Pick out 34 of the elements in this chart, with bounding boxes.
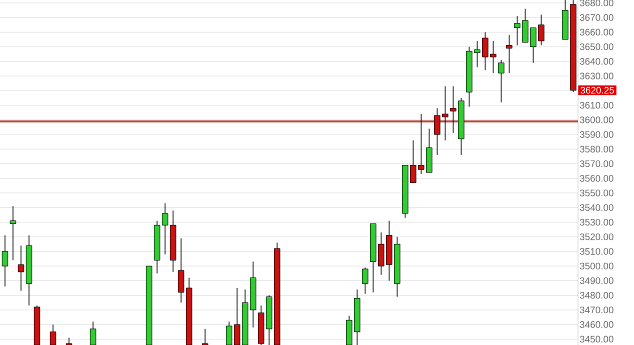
y-tick-label: 3530.00	[580, 218, 614, 226]
y-tick-label: 3490.00	[580, 277, 614, 284]
y-tick-label: 3570.00	[580, 160, 614, 168]
y-tick-label: 3470.00	[580, 306, 614, 314]
candlestick	[50, 324, 56, 345]
candlestick	[506, 34, 512, 74]
candlestick	[90, 321, 96, 345]
y-tick-label: 3550.00	[580, 190, 614, 196]
y-tick-label: 3450.00	[580, 336, 614, 343]
y-tick-label: 3630.00	[580, 72, 614, 80]
candlestick	[18, 245, 24, 292]
y-tick-label: 3520.00	[580, 233, 614, 240]
candlestick	[202, 328, 208, 345]
y-tick-label: 3580.00	[580, 146, 614, 152]
candlestick	[66, 337, 72, 345]
y-tick-label: 3650.00	[580, 43, 614, 50]
candlestick	[362, 267, 368, 294]
y-tick-label: 3590.00	[580, 131, 614, 138]
y-tick-label: 3480.00	[580, 292, 614, 299]
y-tick-label: 3680.00	[580, 0, 614, 6]
y-tick-label: 3540.00	[580, 204, 614, 211]
y-tick-label: 3670.00	[580, 14, 614, 21]
y-tick-label: 3600.00	[580, 116, 614, 124]
text: 3620.25	[580, 86, 614, 94]
y-tick-label: 3500.00	[580, 262, 614, 270]
y-tick-label: 3460.00	[580, 321, 614, 328]
y-tick-label: 3640.00	[580, 58, 614, 65]
y-tick-label: 3610.00	[580, 102, 614, 109]
candlestick	[498, 60, 504, 103]
candlestick	[2, 234, 8, 287]
y-tick-label: 3660.00	[580, 28, 614, 36]
candlestick	[10, 206, 16, 261]
y-tick-label: 3560.00	[580, 174, 614, 182]
y-tick-label: 3510.00	[580, 248, 614, 255]
